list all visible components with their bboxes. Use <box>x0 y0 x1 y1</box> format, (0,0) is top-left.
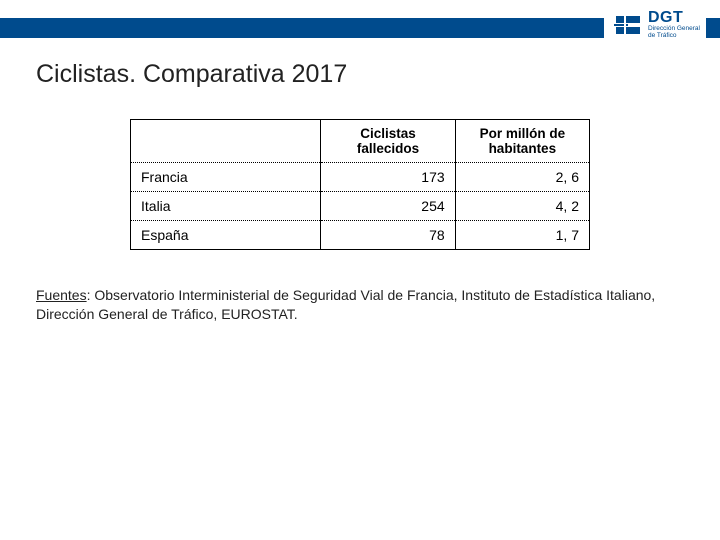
table-row: Italia 254 4, 2 <box>131 192 590 221</box>
deaths-cell: 78 <box>321 221 455 250</box>
header-bar: DGT Dirección General de Tráfico <box>0 0 720 44</box>
table-header-per-million: Por millón de habitantes <box>455 120 589 163</box>
footnote-label: Fuentes <box>36 287 87 303</box>
brand-logo: DGT Dirección General de Tráfico <box>604 8 706 42</box>
per-million-cell: 4, 2 <box>455 192 589 221</box>
country-cell: Italia <box>131 192 321 221</box>
table-row: Francia 173 2, 6 <box>131 163 590 192</box>
page-title: Ciclistas. Comparativa 2017 <box>36 60 684 89</box>
country-cell: Francia <box>131 163 321 192</box>
footnote-text: : Observatorio Interministerial de Segur… <box>36 287 655 322</box>
country-cell: España <box>131 221 321 250</box>
table-header-deaths: Ciclistas fallecidos <box>321 120 455 163</box>
table-row: España 78 1, 7 <box>131 221 590 250</box>
brand-sub2: de Tráfico <box>648 33 700 40</box>
comparison-table: Ciclistas fallecidos Por millón de habit… <box>130 119 590 250</box>
deaths-cell: 254 <box>321 192 455 221</box>
per-million-cell: 2, 6 <box>455 163 589 192</box>
per-million-cell: 1, 7 <box>455 221 589 250</box>
footnote: Fuentes: Observatorio Interministerial d… <box>36 286 684 324</box>
dgt-logo-icon <box>614 13 642 37</box>
brand-acronym: DGT <box>648 10 700 26</box>
table-header-blank <box>131 120 321 163</box>
deaths-cell: 173 <box>321 163 455 192</box>
